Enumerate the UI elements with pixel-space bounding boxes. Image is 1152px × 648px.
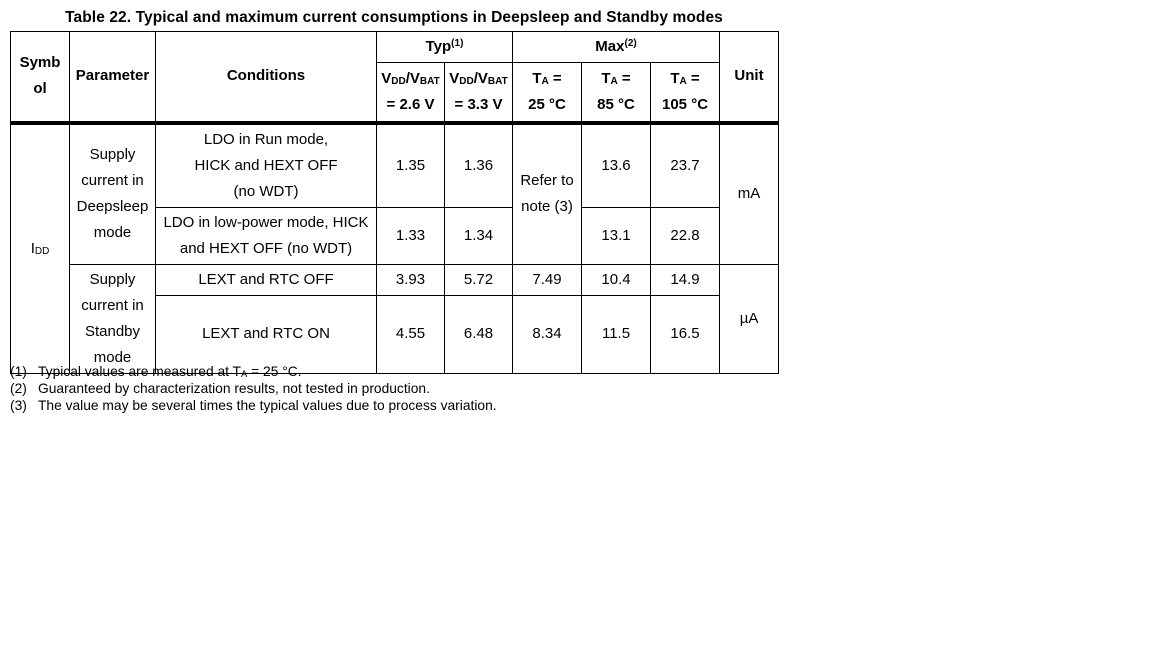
footnote-number: (2) (10, 381, 27, 396)
max-25c-value: 7.49 (512, 263, 583, 296)
typ-3v3-value: 1.34 (443, 206, 514, 265)
current-consumption-table: Symbol Parameter Conditions Typ(1) Max(2… (10, 31, 780, 374)
conditions-cell: LEXT and RTC ON (155, 294, 377, 374)
max-105c-value: 23.7 (650, 120, 721, 208)
header-ta-105: TA = 105 °C (650, 62, 721, 123)
table-row: Supply current in Standby mode LEXT and RTC… (11, 263, 780, 374)
symbol-cell-idd: IDD (10, 120, 70, 374)
header-typ: Typ(1) (375, 31, 514, 63)
footnote-2: (2) Guaranteed by characterization resul… (10, 380, 710, 397)
max-85c-value: 13.1 (581, 206, 652, 265)
typ-2v6-value: 1.35 (376, 120, 445, 208)
footnote-text: The value may be several times the typic… (38, 398, 497, 413)
footnote-number: (1) (10, 364, 27, 379)
max-85c-value: 11.5 (581, 294, 652, 374)
footnote-text: Guaranteed by characterization results, … (38, 381, 430, 396)
header-parameter: Parameter (69, 31, 156, 123)
header-row-subcolumns: VDD/VBAT = 2.6 V VDD/VBAT = 3.3 V TA = 25 °… (11, 62, 779, 123)
table-row: IDD Supply current in Deepsleep mode LDO in… (10, 120, 780, 374)
header-conditions: Conditions (155, 31, 377, 123)
unit-cell-ma: mA (719, 120, 780, 265)
max-25c-value: 8.34 (512, 294, 583, 374)
typ-2v6-value: 4.55 (376, 294, 445, 374)
typ-3v3-value: 6.48 (443, 294, 514, 374)
header-vdd-3v3: VDD/VBAT = 3.3 V (443, 62, 514, 123)
footnote-text: Typical values are measured at TA = 25 °… (38, 364, 302, 380)
header-vdd-2v6: VDD/VBAT = 2.6 V (376, 62, 445, 123)
header-row-groups: Symbol Parameter Conditions Typ(1) Max(2… (10, 31, 780, 123)
parameter-cell-deepsleep: Supply current in Deepsleep mode (69, 120, 156, 265)
table-title: Table 22. Typical and maximum current co… (65, 9, 723, 26)
header-ta-25: TA = 25 °C (512, 62, 583, 123)
table-row: LEXT and RTC ON 4.55 6.48 8.34 11.5 16.5 (11, 294, 779, 374)
header-ta-85: TA = 85 °C (581, 62, 652, 123)
footnote-1: (1) Typical values are measured at TA = … (10, 363, 710, 380)
table-row: LDO in low-power mode, HICK and HEXT OFF … (11, 206, 779, 265)
typ-3v3-value: 1.36 (443, 120, 514, 208)
footnotes: (1) Typical values are measured at TA = … (10, 363, 710, 414)
header-symbol: Symbol (10, 31, 70, 123)
typ-3v3-value: 5.72 (443, 263, 514, 296)
header-unit: Unit (719, 31, 780, 123)
conditions-cell: LDO in low-power mode, HICK and HEXT OFF … (155, 206, 377, 265)
max-85c-value: 10.4 (581, 263, 652, 296)
max-85c-value: 13.6 (581, 120, 652, 208)
parameter-cell-standby: Supply current in Standby mode (69, 263, 156, 374)
footnote-number: (3) (10, 398, 27, 413)
max-105c-value: 14.9 (650, 263, 721, 296)
conditions-cell: LDO in Run mode, HICK and HEXT OFF (no WDT… (155, 120, 377, 208)
typ-2v6-value: 3.93 (376, 263, 445, 296)
header-max: Max(2) (512, 31, 721, 63)
footnote-3: (3) The value may be several times the t… (10, 397, 710, 414)
conditions-cell: LEXT and RTC OFF (155, 263, 377, 296)
typ-2v6-value: 1.33 (376, 206, 445, 265)
unit-cell-ua: µA (719, 263, 780, 374)
max-105c-value: 22.8 (650, 206, 721, 265)
max-25c-note-cell: Refer to note (3) (512, 120, 583, 265)
max-105c-value: 16.5 (650, 294, 721, 374)
